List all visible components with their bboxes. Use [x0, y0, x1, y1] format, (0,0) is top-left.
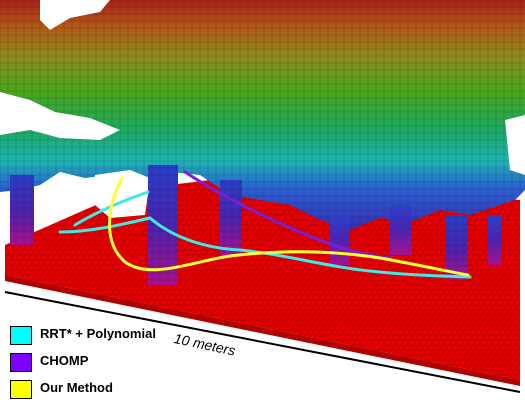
- pillar: [488, 215, 502, 265]
- legend-swatch-chomp: [10, 353, 32, 372]
- ceiling-gap-top: [40, 0, 110, 30]
- scale-line: [4, 291, 521, 393]
- pillar-grid: [445, 215, 467, 280]
- floor-edge: [5, 275, 520, 386]
- pillar: [330, 215, 350, 265]
- voxel-ceiling-grid: [0, 0, 525, 230]
- legend-swatch-rrt: [10, 326, 32, 345]
- ceiling-gap-left: [0, 92, 120, 140]
- pillars: [10, 165, 502, 285]
- pillar: [390, 205, 412, 255]
- chomp-path: [183, 170, 392, 260]
- ceiling-gap-right: [505, 115, 525, 175]
- legend-label-chomp: CHOMP: [40, 353, 89, 368]
- pillar-grid: [148, 165, 178, 285]
- pillar-grid: [10, 175, 34, 245]
- legend-label-our-method: Our Method: [40, 380, 113, 395]
- our-method-path: [108, 176, 470, 277]
- legend-swatch-our-method: [10, 380, 32, 399]
- pillar-grid: [220, 180, 242, 255]
- rrt-polynomial-path: [58, 216, 472, 279]
- legend-label-rrt: RRT* + Polynomial: [40, 326, 156, 341]
